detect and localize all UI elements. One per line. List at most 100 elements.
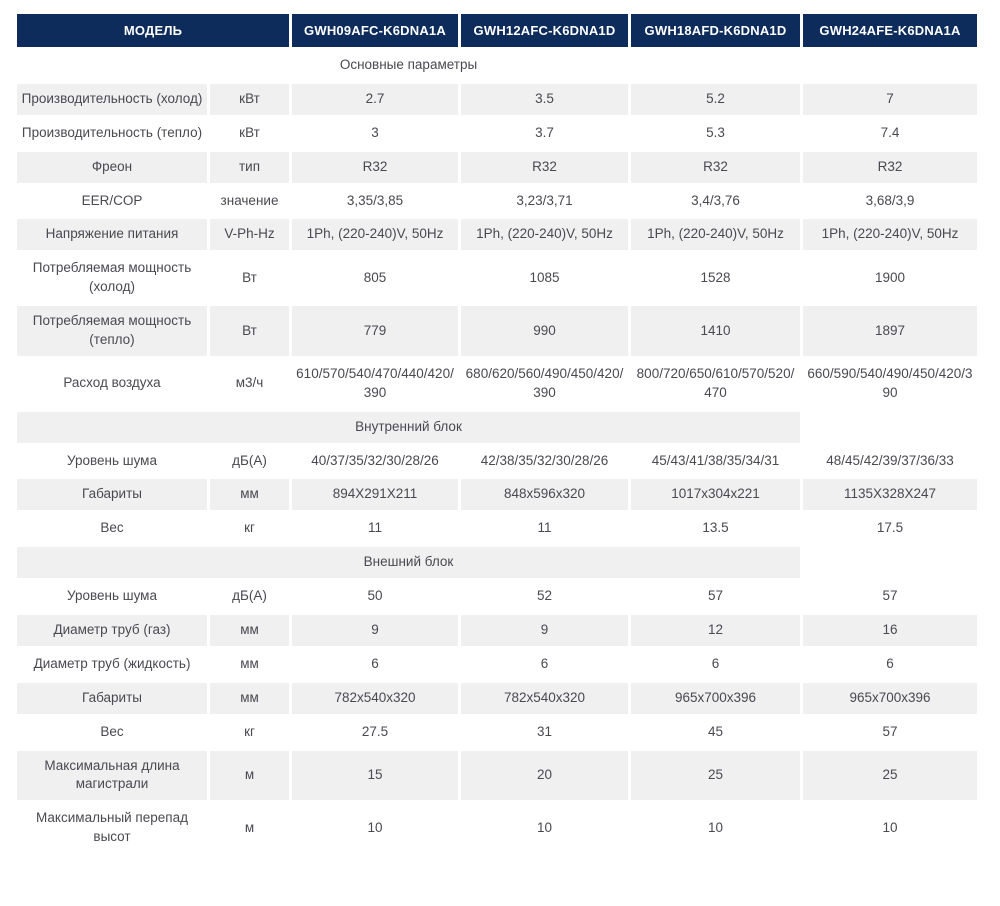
spec-value: 805 <box>292 253 458 304</box>
spec-unit: дБ(А) <box>210 581 289 613</box>
spec-value: 3,68/3,9 <box>803 185 977 217</box>
spec-unit: м <box>210 750 289 801</box>
spec-row: Потребляемая мощность (холод) Вт 805 108… <box>17 253 977 304</box>
spec-value: 10 <box>803 803 977 854</box>
spec-name: Потребляемая мощность (холод) <box>17 253 207 304</box>
spec-value: 965x700x396 <box>631 682 800 714</box>
spec-row: Уровень шума дБ(А) 50 52 57 57 <box>17 581 977 613</box>
spec-name: Фреон <box>17 151 207 183</box>
table-header: МОДЕЛЬ GWH09AFC-K6DNA1A GWH12AFC-K6DNA1D… <box>17 14 977 47</box>
spec-unit: тип <box>210 151 289 183</box>
spec-value: 57 <box>803 581 977 613</box>
spec-value: 660/590/540/490/450/420/390 <box>803 358 977 409</box>
spec-value: 7 <box>803 83 977 115</box>
spec-name: Расход воздуха <box>17 358 207 409</box>
spec-row: Расход воздуха м3/ч 610/570/540/470/440/… <box>17 358 977 409</box>
spec-row: Уровень шума дБ(А) 40/37/35/32/30/28/26 … <box>17 445 977 477</box>
spec-value: 6 <box>803 648 977 680</box>
section-spacer-cell <box>803 50 977 81</box>
spec-value: 11 <box>461 513 628 545</box>
spec-value: R32 <box>461 151 628 183</box>
spec-value: 3.7 <box>461 117 628 149</box>
spec-unit: значение <box>210 185 289 217</box>
spec-value: 5.3 <box>631 117 800 149</box>
spec-value: 20 <box>461 750 628 801</box>
spec-value: 1410 <box>631 306 800 356</box>
section-title: Внутренний блок <box>17 411 800 443</box>
spec-value: 10 <box>292 803 458 854</box>
spec-value: 31 <box>461 716 628 748</box>
spec-value: 3.5 <box>461 83 628 115</box>
spec-name: Диаметр труб (газ) <box>17 615 207 646</box>
header-row: МОДЕЛЬ GWH09AFC-K6DNA1A GWH12AFC-K6DNA1D… <box>17 14 977 47</box>
spec-value: 12 <box>631 615 800 646</box>
spec-value: 45 <box>631 716 800 748</box>
spec-value: 680/620/560/490/450/420/390 <box>461 358 628 409</box>
spec-row: Напряжение питания V-Ph-Hz 1Ph, (220-240… <box>17 219 977 251</box>
spec-row: Потребляемая мощность (тепло) Вт 779 990… <box>17 306 977 356</box>
spec-value: 7.4 <box>803 117 977 149</box>
spec-name: Вес <box>17 513 207 545</box>
spec-value: 27.5 <box>292 716 458 748</box>
spec-unit: м <box>210 803 289 854</box>
spec-value: 5.2 <box>631 83 800 115</box>
spec-value: 2.7 <box>292 83 458 115</box>
spec-row: Производительность (тепло) кВт 3 3.7 5.3… <box>17 117 977 149</box>
spec-value: 3,4/3,76 <box>631 185 800 217</box>
spec-row: Диаметр труб (газ) мм 9 9 12 16 <box>17 615 977 646</box>
spec-row: Фреон тип R32 R32 R32 R32 <box>17 151 977 183</box>
spec-value: 3,23/3,71 <box>461 185 628 217</box>
spec-value: 1017x304x221 <box>631 479 800 511</box>
spec-unit: кг <box>210 513 289 545</box>
spec-value: 1Ph, (220-240)V, 50Hz <box>803 219 977 251</box>
spec-row: EER/COP значение 3,35/3,85 3,23/3,71 3,4… <box>17 185 977 217</box>
spec-value: 782x540x320 <box>461 682 628 714</box>
spec-name: Диаметр труб (жидкость) <box>17 648 207 680</box>
model-column-header: GWH09AFC-K6DNA1A <box>292 14 458 47</box>
spec-value: 1135X328X247 <box>803 479 977 511</box>
spec-name: Вес <box>17 716 207 748</box>
spec-value: 9 <box>461 615 628 646</box>
spec-unit: мм <box>210 682 289 714</box>
spec-value: 48/45/42/39/37/36/33 <box>803 445 977 477</box>
spec-name: Производительность (тепло) <box>17 117 207 149</box>
spec-name: Потребляемая мощность (тепло) <box>17 306 207 356</box>
model-column-header: GWH18AFD-K6DNA1D <box>631 14 800 47</box>
spec-unit: V-Ph-Hz <box>210 219 289 251</box>
spec-value: 1528 <box>631 253 800 304</box>
spec-row: Вес кг 11 11 13.5 17.5 <box>17 513 977 545</box>
model-column-header: GWH24AFE-K6DNA1A <box>803 14 977 47</box>
spec-unit: мм <box>210 648 289 680</box>
spec-value: 1085 <box>461 253 628 304</box>
spec-value: 9 <box>292 615 458 646</box>
table-body: Основные параметры Производительность (х… <box>17 50 977 854</box>
spec-unit: мм <box>210 479 289 511</box>
spec-value: 50 <box>292 581 458 613</box>
spec-value: 45/43/41/38/35/34/31 <box>631 445 800 477</box>
spec-name: Производительность (холод) <box>17 83 207 115</box>
spec-value: 782x540x320 <box>292 682 458 714</box>
spec-value: 16 <box>803 615 977 646</box>
spec-value: 1897 <box>803 306 977 356</box>
spec-unit: мм <box>210 615 289 646</box>
spec-row: Габариты мм 894X291X211 848x596x320 1017… <box>17 479 977 511</box>
spec-value: 57 <box>803 716 977 748</box>
spec-name: EER/COP <box>17 185 207 217</box>
spec-value: 990 <box>461 306 628 356</box>
spec-row: Диаметр труб (жидкость) мм 6 6 6 6 <box>17 648 977 680</box>
spec-value: 610/570/540/470/440/420/390 <box>292 358 458 409</box>
spec-value: R32 <box>631 151 800 183</box>
section-row: Основные параметры <box>17 50 977 81</box>
spec-value: 894X291X211 <box>292 479 458 511</box>
spec-value: 3 <box>292 117 458 149</box>
spec-value: 52 <box>461 581 628 613</box>
spec-value: 25 <box>803 750 977 801</box>
spec-value: 17.5 <box>803 513 977 545</box>
spec-value: 10 <box>631 803 800 854</box>
spec-row: Максимальный перепад высот м 10 10 10 10 <box>17 803 977 854</box>
spec-value: 1900 <box>803 253 977 304</box>
spec-name: Уровень шума <box>17 581 207 613</box>
spec-unit: дБ(А) <box>210 445 289 477</box>
section-spacer-cell <box>803 547 977 579</box>
spec-value: 965x700x396 <box>803 682 977 714</box>
